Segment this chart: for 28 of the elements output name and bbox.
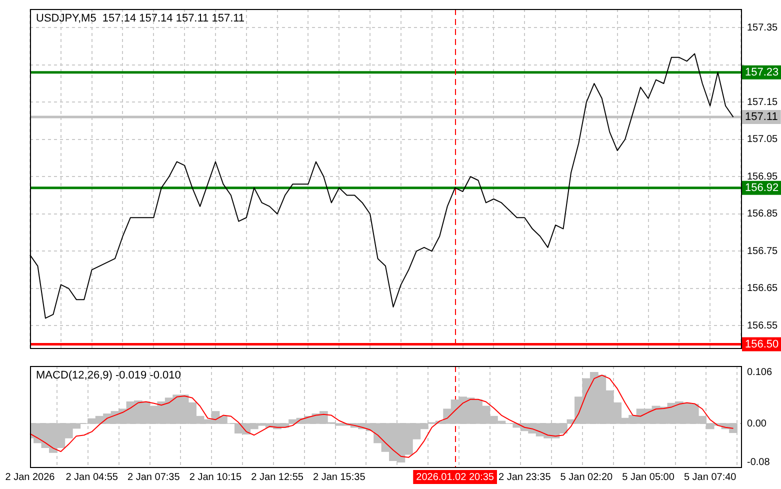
chart-title: USDJPY,M5 157.14 157.14 157.11 157.11 bbox=[36, 12, 245, 25]
y-tick-label: 0.106 bbox=[747, 367, 772, 378]
x-tick-label: 2 Jan 10:15 bbox=[189, 472, 242, 483]
x-tick-label: 2 Jan 23:35 bbox=[498, 472, 552, 483]
x-tick-label: 2 Jan 07:35 bbox=[128, 472, 180, 483]
ref-line-label: 157.11 bbox=[745, 111, 778, 124]
x-tick-label: 5 Jan 07:40 bbox=[684, 472, 737, 483]
y-tick-label: -0.08 bbox=[747, 456, 770, 468]
chart-title: MACD(12,26,9) -0.019 -0.010 bbox=[36, 370, 181, 382]
x-tick-label: 2 Jan 15:35 bbox=[313, 472, 366, 483]
y-tick-label: 156.85 bbox=[747, 208, 778, 220]
y-tick-label: 156.95 bbox=[747, 171, 778, 182]
y-tick-label: 156.75 bbox=[747, 246, 778, 257]
ref-line-label: 156.92 bbox=[745, 182, 779, 194]
y-tick-label: 0.00 bbox=[747, 418, 767, 430]
ref-line-label: 156.50 bbox=[745, 338, 779, 350]
y-tick-label: 156.55 bbox=[747, 320, 778, 332]
x-tick-label: 2 Jan 2026 bbox=[5, 472, 56, 483]
x-tick-label: 2026.01.02 20:35 bbox=[416, 472, 494, 483]
x-tick-label: 2 Jan 12:55 bbox=[251, 472, 304, 483]
x-tick-label: 5 Jan 05:00 bbox=[622, 472, 675, 483]
y-tick-label: 157.15 bbox=[747, 96, 778, 108]
y-tick-label: 157.05 bbox=[747, 134, 778, 146]
ref-line-label: 157.23 bbox=[745, 66, 779, 78]
y-tick-label: 156.65 bbox=[747, 283, 778, 294]
x-tick-label: 2 Jan 04:55 bbox=[66, 472, 118, 483]
y-tick-label: 157.35 bbox=[747, 22, 778, 34]
x-tick-label: 5 Jan 02:20 bbox=[560, 472, 614, 483]
